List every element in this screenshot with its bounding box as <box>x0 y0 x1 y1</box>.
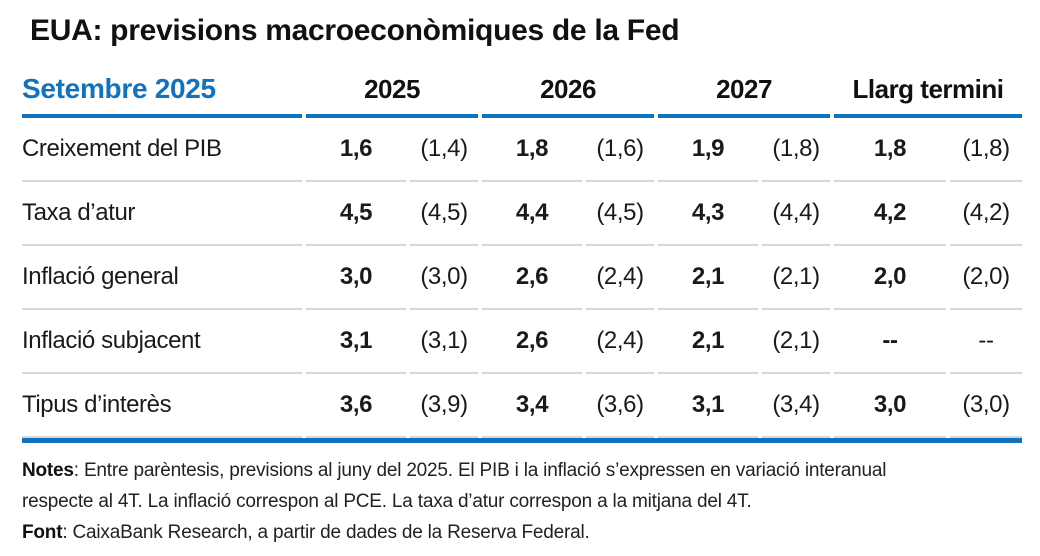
value-previous: -- <box>950 310 1022 374</box>
value-previous: (2,4) <box>586 310 654 374</box>
table-row: Tipus d’interès 3,6 (3,9) 3,4 (3,6) 3,1 … <box>22 374 1022 438</box>
row-label: Inflació general <box>22 246 302 310</box>
footnotes: Notes: Entre parèntesis, previsions al j… <box>22 455 1026 548</box>
row-label: Creixement del PIB <box>22 118 302 182</box>
value-current: 3,1 <box>306 310 406 374</box>
value-current: 1,9 <box>658 118 758 182</box>
value-current: 4,2 <box>834 182 946 246</box>
value-current: 1,6 <box>306 118 406 182</box>
value-previous: (1,8) <box>762 118 830 182</box>
value-previous: (2,1) <box>762 246 830 310</box>
column-header-2025: 2025 <box>306 74 478 118</box>
value-previous: (4,5) <box>586 182 654 246</box>
value-current: -- <box>834 310 946 374</box>
value-previous: (4,2) <box>950 182 1022 246</box>
notes-line-2: respecte al 4T. La inflació correspon al… <box>22 491 752 512</box>
value-previous: (1,6) <box>586 118 654 182</box>
value-current: 4,5 <box>306 182 406 246</box>
value-current: 4,3 <box>658 182 758 246</box>
value-previous: (3,0) <box>410 246 478 310</box>
row-label: Inflació subjacent <box>22 310 302 374</box>
table-bottom-rule <box>22 438 1022 443</box>
value-current: 3,0 <box>306 246 406 310</box>
table-row: Taxa d’atur 4,5 (4,5) 4,4 (4,5) 4,3 (4,4… <box>22 182 1022 246</box>
table-row: Creixement del PIB 1,6 (1,4) 1,8 (1,6) 1… <box>22 118 1022 182</box>
value-previous: (3,6) <box>586 374 654 438</box>
page-title: EUA: previsions macroeconòmiques de la F… <box>30 14 680 47</box>
value-current: 4,4 <box>482 182 582 246</box>
value-previous: (2,4) <box>586 246 654 310</box>
value-current: 2,1 <box>658 246 758 310</box>
table-corner-label: Setembre 2025 <box>22 73 302 118</box>
value-current: 2,6 <box>482 246 582 310</box>
value-previous: (3,4) <box>762 374 830 438</box>
value-current: 1,8 <box>834 118 946 182</box>
column-header-long-run: Llarg termini <box>834 74 1022 118</box>
table-row: Inflació subjacent 3,1 (3,1) 2,6 (2,4) 2… <box>22 310 1022 374</box>
value-previous: (1,8) <box>950 118 1022 182</box>
value-previous: (1,4) <box>410 118 478 182</box>
forecast-table: Setembre 2025 2025 2026 2027 Llarg termi… <box>22 73 1022 443</box>
value-previous: (3,9) <box>410 374 478 438</box>
value-current: 3,0 <box>834 374 946 438</box>
row-label: Tipus d’interès <box>22 374 302 438</box>
value-previous: (4,4) <box>762 182 830 246</box>
value-current: 3,1 <box>658 374 758 438</box>
value-current: 3,4 <box>482 374 582 438</box>
notes-line-1: Notes: Entre parèntesis, previsions al j… <box>22 460 887 481</box>
source-line: Font: CaixaBank Research, a partir de da… <box>22 522 590 543</box>
value-current: 1,8 <box>482 118 582 182</box>
row-label: Taxa d’atur <box>22 182 302 246</box>
column-header-2027: 2027 <box>658 74 830 118</box>
value-previous: (2,0) <box>950 246 1022 310</box>
value-current: 2,0 <box>834 246 946 310</box>
source-label: Font <box>22 522 63 543</box>
table-row: Inflació general 3,0 (3,0) 2,6 (2,4) 2,1… <box>22 246 1022 310</box>
value-previous: (3,1) <box>410 310 478 374</box>
value-current: 2,6 <box>482 310 582 374</box>
table-header-row: Setembre 2025 2025 2026 2027 Llarg termi… <box>22 73 1022 118</box>
value-previous: (3,0) <box>950 374 1022 438</box>
column-header-2026: 2026 <box>482 74 654 118</box>
value-previous: (4,5) <box>410 182 478 246</box>
notes-label: Notes <box>22 460 74 481</box>
value-current: 2,1 <box>658 310 758 374</box>
value-previous: (2,1) <box>762 310 830 374</box>
value-current: 3,6 <box>306 374 406 438</box>
